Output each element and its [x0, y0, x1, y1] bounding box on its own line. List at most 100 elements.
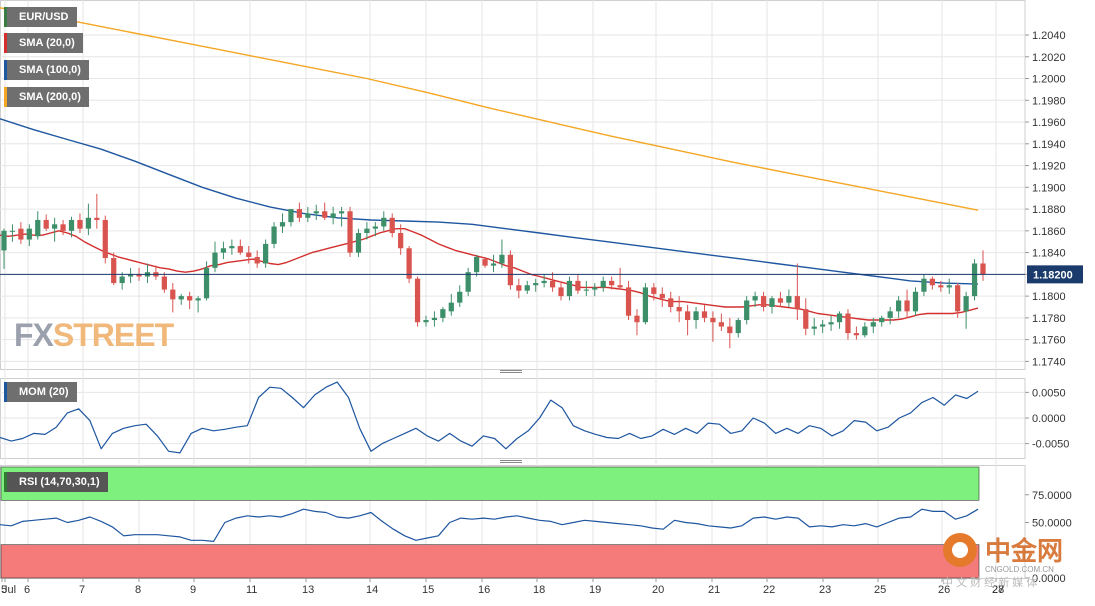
- candle-body: [895, 300, 902, 312]
- candle-body: [68, 219, 75, 231]
- rsi-ytick-label: 50.0000: [1032, 518, 1072, 530]
- candle-body: [887, 311, 893, 318]
- ytick-label: 1.1840: [1032, 248, 1066, 260]
- candle-body: [77, 219, 83, 229]
- mom-ytick-label: 0.0000: [1032, 413, 1066, 425]
- candle-body: [786, 296, 792, 303]
- ytick-label: 1.1960: [1032, 117, 1066, 129]
- candle-body: [769, 298, 775, 307]
- candle-body: [853, 333, 860, 336]
- ytick-label: 1.2040: [1032, 30, 1066, 42]
- xtick-label: 20: [652, 584, 664, 596]
- xtick-label: 21: [708, 584, 720, 596]
- candle-body: [288, 209, 294, 223]
- candle-body: [980, 263, 986, 275]
- legend-sma100[interactable]: SMA (100,0): [4, 60, 89, 80]
- candle-body: [794, 296, 800, 310]
- candle-body: [549, 280, 556, 288]
- candle-body: [305, 213, 311, 218]
- ytick-label: 1.1760: [1032, 335, 1066, 347]
- xtick-label: 13: [302, 584, 314, 596]
- candle-body: [170, 289, 176, 300]
- candle-body: [279, 222, 286, 227]
- candle-body: [828, 322, 834, 325]
- candle-body: [693, 311, 699, 321]
- ytick-label: 1.1880: [1032, 204, 1066, 216]
- candle-body: [296, 209, 303, 218]
- rsi-line: [0, 508, 979, 543]
- legend-rsi[interactable]: RSI (14,70,30,1): [4, 472, 108, 492]
- candle-body: [60, 224, 66, 231]
- candle-body: [18, 228, 24, 240]
- candle-body: [609, 280, 615, 286]
- candle-body: [474, 256, 480, 273]
- candle-body: [237, 246, 243, 253]
- candle-body: [195, 298, 201, 301]
- legend-sma20[interactable]: SMA (20,0): [4, 33, 83, 53]
- candle-body: [870, 322, 876, 327]
- candle-body: [625, 287, 632, 316]
- candle-body: [946, 285, 952, 288]
- pane-resize-handle-1[interactable]: [500, 369, 522, 375]
- axes: 1.2040 1.2020 1.2000 1.1980 1.1960 1.1940 1.19…: [0, 30, 1083, 596]
- candle-body: [777, 298, 784, 303]
- candle-body: [203, 267, 210, 299]
- sma200-line: [0, 7, 979, 211]
- xtick-label: 19: [589, 584, 601, 596]
- candle-body: [862, 326, 868, 336]
- cngold-brand: 中金网 CNGOLD.COM.CN 中 文 财 经 新 媒 体: [942, 533, 1063, 589]
- legend-sma200[interactable]: SMA (200,0): [4, 87, 89, 107]
- xtick-label: 27: [992, 584, 1004, 596]
- candle-body: [803, 309, 809, 329]
- current-price-label: 1.18200: [1033, 269, 1073, 281]
- ytick-label: 1.1740: [1032, 356, 1066, 368]
- brand-domain: CNGOLD.COM.CN: [985, 565, 1054, 574]
- candle-body: [955, 285, 961, 312]
- candle-body: [9, 230, 16, 232]
- candle-body: [457, 291, 463, 303]
- candle-body: [440, 309, 446, 318]
- ytick-label: 1.1980: [1032, 95, 1066, 107]
- candle-body: [499, 254, 505, 264]
- candle-body: [836, 313, 843, 323]
- candle-body: [52, 224, 58, 229]
- rsi-overbought-band: [0, 466, 980, 501]
- ytick-label: 1.1940: [1032, 139, 1066, 151]
- candle-body: [558, 287, 564, 297]
- pane-resize-handle-2[interactable]: [500, 459, 522, 465]
- legend-mom[interactable]: MOM (20): [4, 382, 77, 402]
- legend-symbol[interactable]: EUR/USD: [4, 7, 77, 27]
- candles: [1, 193, 986, 349]
- cngold-logo-inner-icon: [952, 542, 968, 558]
- fxstreet-watermark: FXSTREET: [14, 317, 175, 353]
- rsi-ytick-label: 0.0000: [1032, 573, 1066, 585]
- candle-body: [684, 311, 691, 321]
- candle-body: [617, 285, 623, 288]
- candle-body: [414, 278, 421, 323]
- ytick-label: 1.1800: [1032, 291, 1066, 303]
- candle-body: [533, 283, 539, 286]
- candle-body: [423, 320, 429, 323]
- ytick-label: 1.2000: [1032, 74, 1066, 86]
- xtick-label: 14: [366, 584, 378, 596]
- brand-name: 中金网: [985, 536, 1063, 566]
- xtick-label: 26: [938, 584, 950, 596]
- xtick-label: 16: [478, 584, 490, 596]
- candle-body: [313, 211, 319, 214]
- candle-body: [718, 322, 724, 327]
- ytick-label: 1.1780: [1032, 313, 1066, 325]
- candle-body: [752, 296, 758, 301]
- candle-body: [136, 274, 142, 277]
- candle-body: [524, 285, 530, 291]
- watermark-fx: FX: [14, 317, 55, 353]
- ytick-label: 1.1920: [1032, 161, 1066, 173]
- candle-body: [701, 311, 708, 318]
- candle-body: [727, 326, 733, 334]
- current-price-badge: [1027, 265, 1083, 284]
- candle-body: [431, 317, 438, 321]
- candle-body: [43, 219, 49, 229]
- xtick-label: 23: [819, 584, 831, 596]
- rsi-oversold-band: [0, 544, 980, 579]
- candle-body: [102, 219, 108, 259]
